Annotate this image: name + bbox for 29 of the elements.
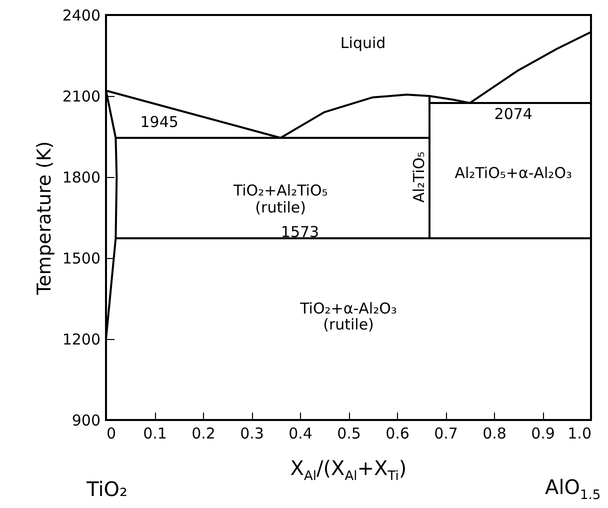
x-tick-label: 0.5 xyxy=(337,424,361,442)
annotation: 1945 xyxy=(140,113,178,132)
annotation: Al₂TiO₅+α-Al₂O₃ xyxy=(454,164,572,182)
x-tick-label: 0.4 xyxy=(288,424,312,442)
x-tick-label: 0.2 xyxy=(192,424,216,442)
annotation: Liquid xyxy=(340,34,386,52)
y-tick-label: 1500 xyxy=(62,250,100,268)
x-axis-title: X$_{Al}$/(X$_{Al}$+X$_{Ti}$) xyxy=(290,456,407,484)
x-tick-label: 0.6 xyxy=(386,424,410,442)
annotation: 1573 xyxy=(280,222,320,240)
y-tick-label: 1200 xyxy=(62,330,100,348)
annotation: Al₂TiO₅ xyxy=(410,151,428,203)
x-tick-label: 0.7 xyxy=(434,424,458,442)
x-tick-label: 0 xyxy=(106,424,116,442)
y-tick-label: 900 xyxy=(72,412,100,430)
text: TiO₂ xyxy=(86,476,128,501)
y-tick-label: 2400 xyxy=(62,6,100,24)
text: AlO$_{1.5}$ xyxy=(545,474,601,503)
y-tick-label: 1800 xyxy=(62,168,100,186)
y-axis-title: Temperature (K) xyxy=(33,141,56,296)
x-tick-label: 0.3 xyxy=(240,424,264,442)
annotation: 2074 xyxy=(494,104,532,123)
x-tick-label: 0.8 xyxy=(482,424,506,442)
y-tick-label: 2100 xyxy=(62,88,100,106)
annotation: TiO₂+α-Al₂O₃ (rutile) xyxy=(300,299,397,334)
annotation: TiO₂+Al₂TiO₅ (rutile) xyxy=(233,182,328,216)
x-tick-label: 0.9 xyxy=(531,424,555,442)
x-tick-label: 1.0 xyxy=(568,424,592,442)
x-tick-label: 0.1 xyxy=(143,424,167,442)
